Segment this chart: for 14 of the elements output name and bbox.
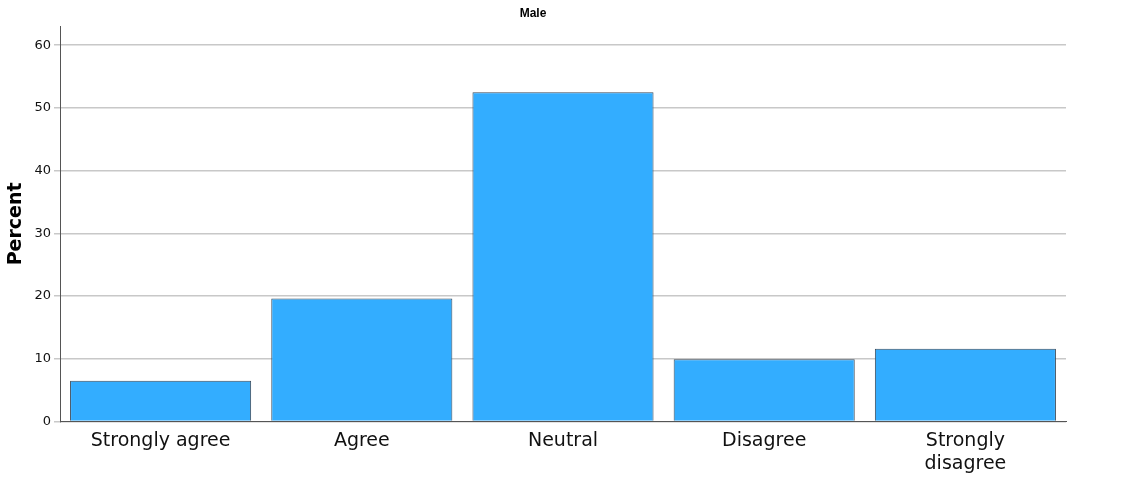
y-tick-label: 30	[34, 224, 51, 240]
x-tick-label: Neutral	[527, 427, 599, 450]
y-axis-title: Percent	[3, 182, 25, 266]
x-tick-label: Strongly disagree	[924, 427, 1007, 473]
x-tick-label: Agree	[333, 427, 390, 450]
y-tick-label: 50	[34, 99, 51, 115]
y-tick-label: 40	[34, 161, 51, 177]
x-tick-label: Disagree	[722, 427, 807, 450]
chart-title: Male	[519, 5, 547, 20]
y-tick-label: 60	[34, 36, 51, 52]
x-tick-label: Strongly agree	[90, 427, 231, 450]
y-tick-label: 0	[42, 412, 51, 428]
y-tick-label: 20	[34, 287, 51, 303]
y-tick-label: 10	[34, 350, 51, 366]
